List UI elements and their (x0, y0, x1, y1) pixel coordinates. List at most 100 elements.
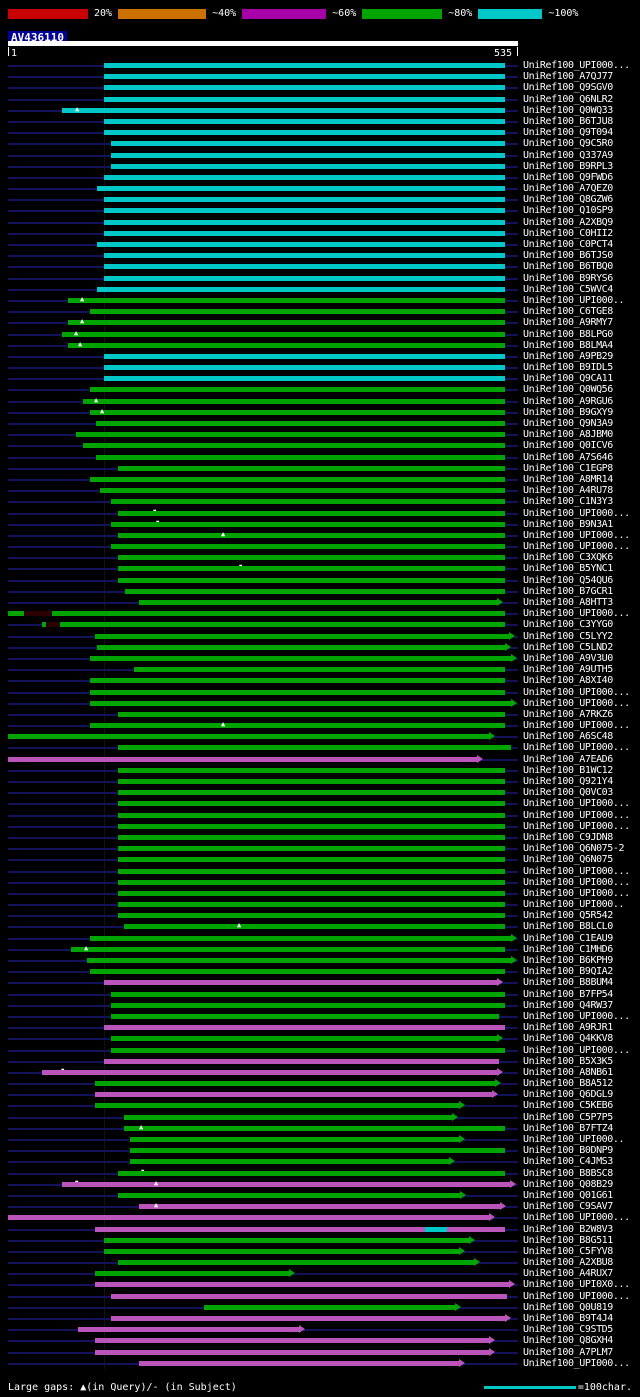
hit-label[interactable]: UniRef100_C5P7P5 (523, 1111, 613, 1123)
hit-bar[interactable] (118, 801, 505, 807)
hit-bar[interactable] (118, 823, 505, 829)
hit-bar[interactable] (111, 163, 505, 169)
hit-label[interactable]: UniRef100_Q10SP9 (523, 205, 613, 217)
hit-bar[interactable] (95, 1271, 289, 1277)
hit-label[interactable]: UniRef100_Q9SGV0 (523, 82, 613, 94)
hit-bar[interactable] (111, 544, 505, 550)
hit-label[interactable]: UniRef100_UPI000... (523, 865, 630, 877)
hit-bar[interactable] (118, 779, 505, 784)
hit-bar[interactable] (111, 991, 505, 997)
hit-label[interactable]: UniRef100_Q6N075-2 (523, 843, 625, 855)
hit-bar[interactable] (118, 465, 505, 471)
hit-label[interactable]: UniRef100_Q9T094 (523, 127, 613, 139)
hit-bar[interactable] (104, 353, 505, 359)
hit-label[interactable]: UniRef100_C6TGE8 (523, 306, 613, 318)
hit-label[interactable]: UniRef100_UPI000... (523, 1357, 630, 1369)
hit-label[interactable]: UniRef100_Q921Y4 (523, 776, 613, 787)
hit-bar[interactable] (139, 1204, 500, 1210)
hit-bar[interactable] (104, 376, 505, 382)
hit-bar[interactable] (104, 197, 505, 203)
hit-label[interactable]: UniRef100_C3XQK6 (523, 552, 613, 564)
hit-label[interactable]: UniRef100_B9RYS6 (523, 272, 613, 284)
hit-bar[interactable] (118, 857, 505, 863)
hit-label[interactable]: UniRef100_C5WVC4 (523, 283, 613, 295)
hit-bar[interactable] (118, 902, 505, 908)
hit-label[interactable]: UniRef100_Q9FWD6 (523, 171, 613, 183)
hit-bar[interactable] (78, 1327, 299, 1333)
hit-label[interactable]: UniRef100_Q6DGL9 (523, 1089, 613, 1101)
hit-label[interactable]: UniRef100_B8A512 (523, 1078, 613, 1090)
hit-bar[interactable] (90, 409, 505, 415)
hit-label[interactable]: UniRef100_B1WC12 (523, 764, 613, 776)
hit-bar[interactable] (111, 1293, 507, 1299)
hit-label[interactable]: UniRef100_B9RPL3 (523, 160, 613, 172)
hit-bar[interactable] (111, 1036, 497, 1042)
hit-label[interactable]: UniRef100_Q0WQ56 (523, 384, 613, 396)
hit-bar[interactable] (95, 1092, 492, 1098)
hit-bar[interactable] (130, 1148, 505, 1154)
hit-bar[interactable] (118, 790, 505, 796)
hit-label[interactable]: UniRef100_Q337A9 (523, 149, 613, 161)
hit-bar[interactable] (118, 879, 505, 885)
hit-bar[interactable] (111, 521, 505, 527)
hit-bar[interactable] (134, 667, 505, 673)
hit-label[interactable]: UniRef100_C5KEB6 (523, 1100, 613, 1112)
hit-label[interactable]: UniRef100_C9STD5 (523, 1324, 613, 1336)
hit-label[interactable]: UniRef100_B6TBQ0 (523, 261, 613, 273)
hit-bar[interactable] (118, 532, 505, 538)
hit-label[interactable]: UniRef100_B9N3A1 (523, 518, 613, 530)
hit-bar[interactable] (118, 1260, 474, 1266)
hit-bar[interactable] (42, 1069, 497, 1075)
hit-label[interactable]: UniRef100_UPI000... (523, 1290, 630, 1302)
hit-label[interactable]: UniRef100_A9V3U0 (523, 652, 613, 664)
hit-label[interactable]: UniRef100_B7FP54 (523, 988, 613, 1000)
hit-label[interactable]: UniRef100_A8JBM0 (523, 429, 613, 441)
hit-bar[interactable] (130, 1137, 459, 1142)
hit-bar[interactable] (96, 421, 505, 426)
hit-bar[interactable] (104, 230, 505, 236)
hit-label[interactable]: UniRef100_UPI000.. (523, 899, 625, 911)
hit-label[interactable]: UniRef100_B6TJS0 (523, 250, 613, 262)
hit-label[interactable]: UniRef100_C1MHD6 (523, 943, 613, 955)
hit-bar[interactable] (104, 264, 505, 270)
hit-bar[interactable] (104, 1248, 459, 1254)
hit-label[interactable]: UniRef100_A9UTH5 (523, 664, 613, 676)
hit-bar[interactable] (97, 242, 505, 247)
hit-bar[interactable] (8, 734, 489, 740)
hit-bar[interactable] (104, 1237, 469, 1243)
hit-label[interactable]: UniRef100_B8LPG0 (523, 328, 613, 340)
hit-bar[interactable] (90, 309, 505, 315)
hit-bar[interactable] (118, 555, 505, 561)
hit-bar[interactable] (68, 320, 505, 326)
hit-label[interactable]: UniRef100_UPI000... (523, 697, 630, 709)
hit-bar[interactable] (97, 644, 505, 650)
hit-label[interactable]: UniRef100_A2XBU8 (523, 1257, 613, 1269)
hit-label[interactable]: UniRef100_A9RJR1 (523, 1022, 613, 1034)
hit-bar[interactable] (111, 1013, 499, 1019)
hit-bar[interactable] (90, 678, 505, 684)
hit-bar[interactable] (139, 1360, 459, 1366)
hit-label[interactable]: UniRef100_UPI000... (523, 876, 630, 888)
hit-label[interactable]: UniRef100_Q8GXH4 (523, 1335, 613, 1347)
hit-bar[interactable] (90, 700, 511, 706)
hit-label[interactable]: UniRef100_A6SC48 (523, 731, 613, 743)
hit-bar[interactable] (90, 723, 505, 729)
hit-bar[interactable] (104, 174, 505, 180)
hit-bar[interactable] (118, 846, 505, 852)
hit-bar[interactable] (97, 286, 505, 292)
hit-label[interactable]: UniRef100_UPI000... (523, 541, 630, 553)
hit-label[interactable]: UniRef100_A9RMY7 (523, 317, 613, 329)
hit-label[interactable]: UniRef100_B8LMA4 (523, 339, 613, 351)
hit-label[interactable]: UniRef100_A4RUX7 (523, 1268, 613, 1280)
hit-bar[interactable] (90, 387, 505, 393)
hit-bar[interactable] (104, 63, 505, 68)
hit-label[interactable]: UniRef100_A7QJ77 (523, 71, 613, 83)
hit-label[interactable]: UniRef100_UPI0X0... (523, 1279, 630, 1291)
hit-label[interactable]: UniRef100_UPI000.. (523, 294, 625, 306)
hit-bar[interactable] (95, 1226, 505, 1232)
hit-bar[interactable] (83, 398, 505, 404)
hit-label[interactable]: UniRef100_Q0WQ33 (523, 104, 613, 116)
hit-bar[interactable] (90, 476, 505, 482)
hit-label[interactable]: UniRef100_Q0U819 (523, 1301, 613, 1313)
hit-bar[interactable] (130, 1159, 449, 1165)
